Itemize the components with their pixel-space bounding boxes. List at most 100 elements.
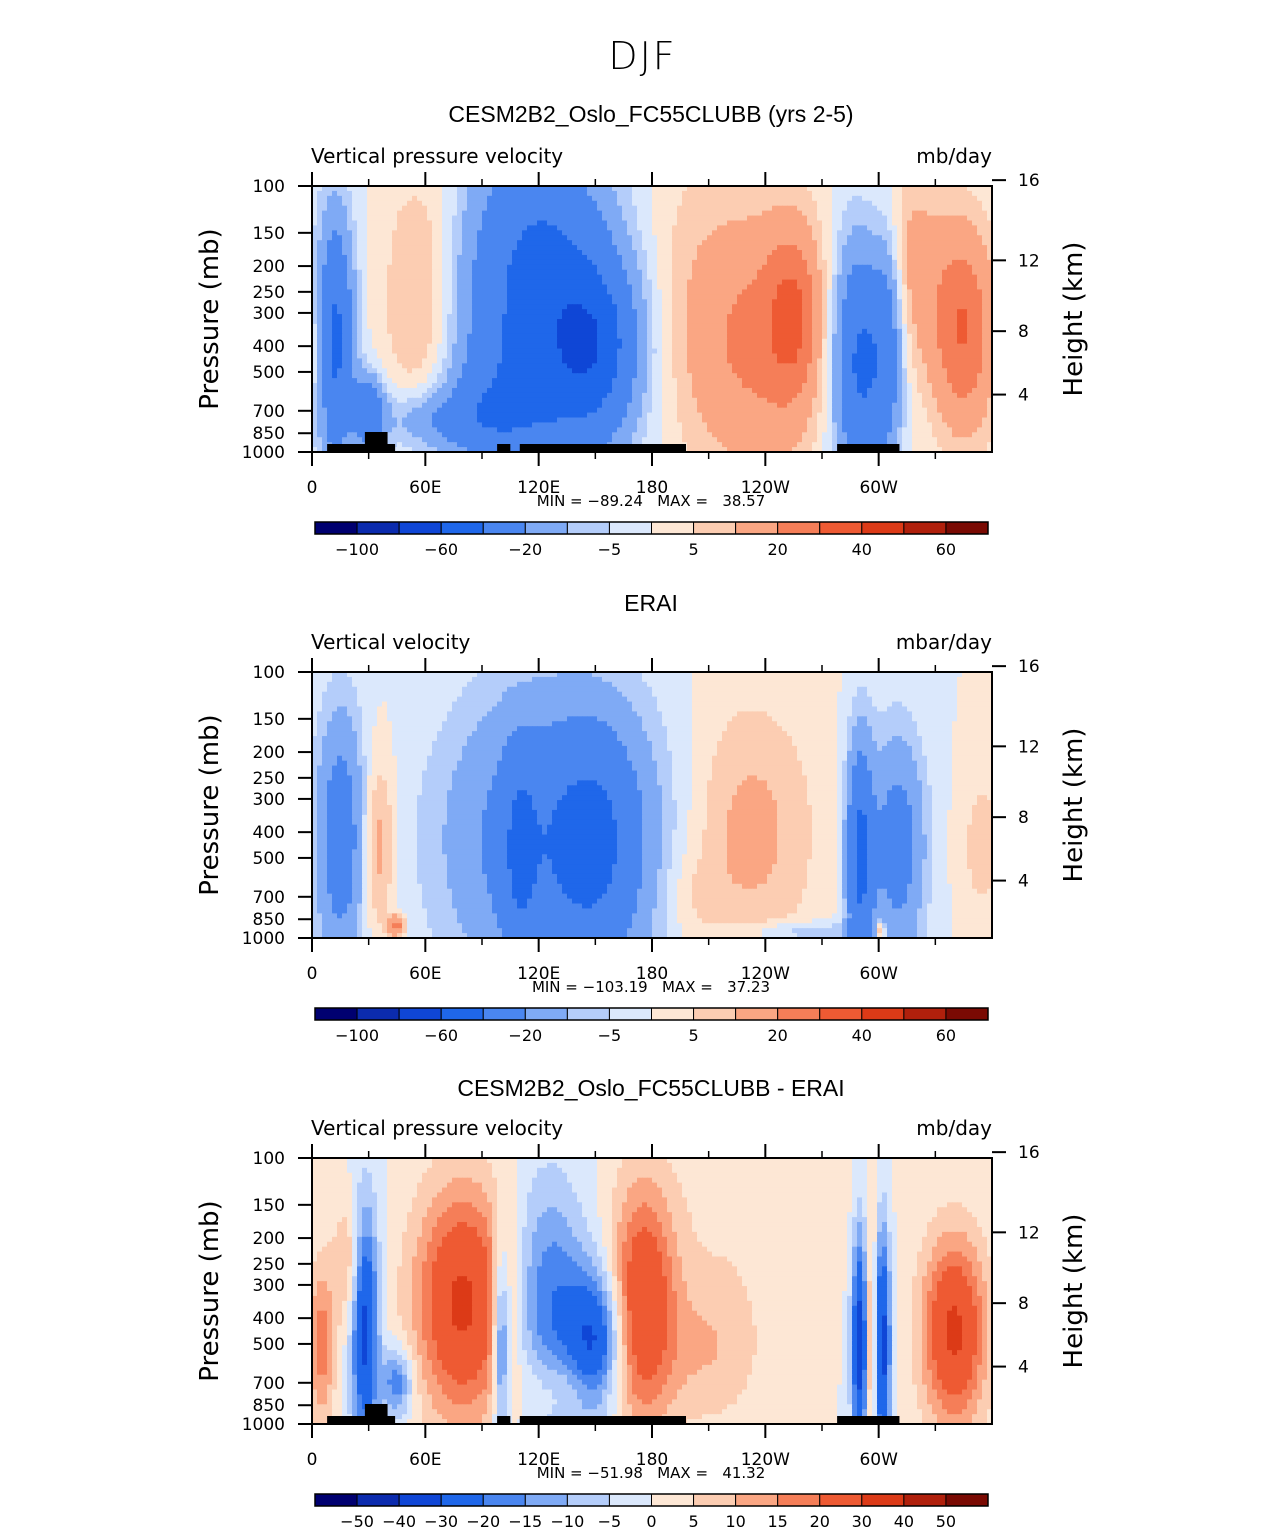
contour-cell: [427, 274, 433, 281]
contour-cell: [497, 235, 503, 241]
contour-cell: [407, 245, 413, 251]
contour-cell: [927, 240, 933, 246]
contour-cell: [322, 319, 328, 325]
contour-cell: [617, 294, 623, 300]
contour-cell: [672, 274, 678, 281]
contour-cell: [852, 235, 858, 241]
contour-cell: [667, 269, 673, 276]
contour-cell: [847, 230, 853, 236]
contour-cell: [982, 225, 988, 231]
contour-cell: [767, 309, 773, 315]
contour-cell: [637, 319, 643, 325]
contour-cell: [827, 323, 833, 330]
contour-cell: [852, 284, 858, 291]
contour-cell: [507, 259, 513, 266]
contour-cell: [427, 245, 433, 251]
contour-cell: [347, 195, 353, 202]
contour-cell: [922, 269, 928, 276]
contour-cell: [822, 299, 828, 305]
contour-cell: [817, 240, 823, 246]
contour-cell: [927, 220, 933, 227]
contour-cell: [522, 215, 528, 222]
contour-cell: [842, 304, 848, 310]
contour-cell: [572, 259, 578, 266]
contour-cell: [712, 215, 718, 222]
contour-cell: [877, 294, 883, 300]
contour-cell: [597, 225, 603, 231]
contour-cell: [312, 264, 318, 271]
contour-cell: [792, 304, 798, 310]
contour-cell: [612, 274, 618, 281]
contour-cell: [492, 353, 498, 360]
contour-cell: [377, 284, 383, 291]
contour-cell: [462, 210, 468, 217]
contour-cell: [477, 190, 483, 197]
contour-cell: [502, 343, 508, 350]
contour-cell: [512, 333, 518, 340]
contour-cell: [792, 250, 798, 256]
contour-cell: [472, 200, 478, 207]
contour-cell: [512, 274, 518, 281]
contour-cell: [392, 323, 398, 330]
contour-cell: [587, 210, 593, 217]
contour-cell: [572, 235, 578, 241]
contour-cell: [482, 186, 488, 192]
contour-cell: [407, 264, 413, 271]
contour-cell: [952, 348, 958, 355]
contour-cell: [892, 215, 898, 222]
contour-cell: [857, 245, 863, 251]
contour-cell: [712, 343, 718, 350]
contour-cell: [627, 269, 633, 276]
contour-cell: [912, 245, 918, 251]
contour-cell: [952, 299, 958, 305]
contour-cell: [642, 299, 648, 305]
contour-cell: [612, 363, 618, 369]
contour-cell: [822, 304, 828, 310]
contour-cell: [397, 190, 403, 197]
contour-cell: [977, 230, 983, 236]
contour-cell: [452, 195, 458, 202]
contour-cell: [327, 254, 333, 261]
contour-cell: [657, 235, 663, 241]
contour-cell: [527, 274, 533, 281]
contour-cell: [627, 328, 633, 335]
contour-cell: [477, 274, 483, 281]
contour-cell: [902, 230, 908, 236]
contour-cell: [842, 235, 848, 241]
contour-cell: [432, 220, 438, 227]
contour-cell: [882, 210, 888, 217]
contour-cell: [597, 230, 603, 236]
contour-cell: [677, 289, 683, 295]
contour-cell: [877, 250, 883, 256]
contour-cell: [372, 309, 378, 315]
contour-cell: [842, 299, 848, 305]
contour-cell: [872, 358, 878, 364]
contour-cell: [537, 205, 543, 212]
contour-cell: [702, 245, 708, 251]
contour-cell: [667, 328, 673, 335]
contour-cell: [832, 343, 838, 350]
contour-cell: [522, 210, 528, 217]
contour-cell: [862, 225, 868, 231]
contour-cell: [497, 343, 503, 350]
contour-cell: [737, 245, 743, 251]
contour-cell: [552, 348, 558, 355]
contour-cell: [807, 215, 813, 222]
contour-cell: [497, 215, 503, 222]
contour-cell: [652, 333, 658, 340]
contour-cell: [822, 358, 828, 364]
contour-cell: [837, 235, 843, 241]
contour-cell: [927, 333, 933, 340]
contour-cell: [347, 210, 353, 217]
contour-cell: [702, 205, 708, 212]
contour-cell: [577, 353, 583, 360]
contour-cell: [647, 299, 653, 305]
contour-cell: [677, 205, 683, 212]
contour-cell: [647, 343, 653, 350]
contour-cell: [772, 186, 778, 192]
contour-cell: [907, 195, 913, 202]
contour-cell: [437, 353, 443, 360]
contour-cell: [322, 195, 328, 202]
contour-cell: [637, 279, 643, 286]
contour-cell: [377, 215, 383, 222]
